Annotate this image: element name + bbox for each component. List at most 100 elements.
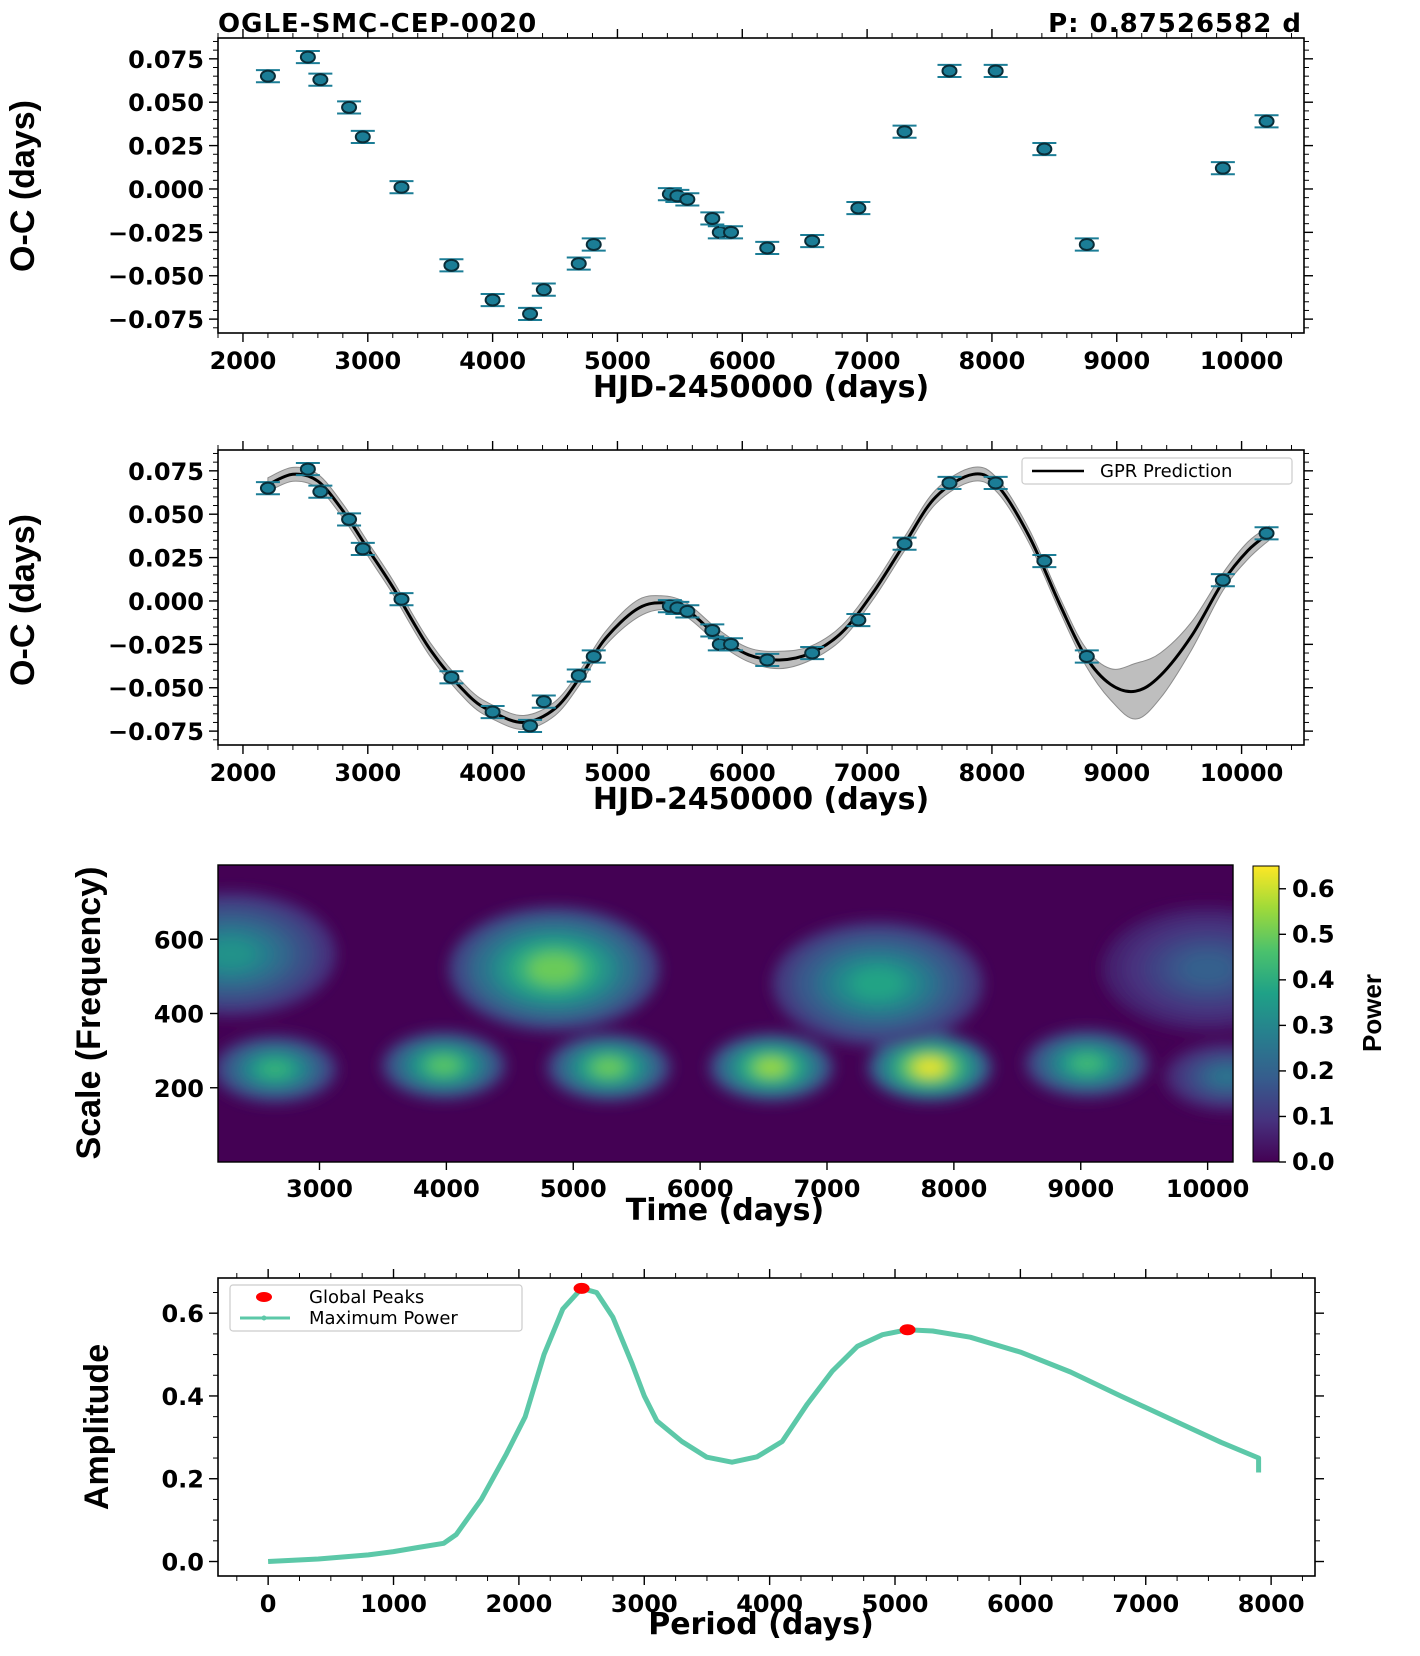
data-point: [1258, 114, 1275, 128]
y-tick-label: 0.075: [128, 46, 204, 74]
data-point: [484, 705, 501, 719]
wavelet-heatmap: [218, 892, 1233, 1111]
x-tick-label: 8000: [1238, 1590, 1305, 1618]
colorbar-tick-label: 0.4: [1292, 966, 1335, 994]
x-tick-label: 8000: [959, 347, 1026, 375]
data-point: [1214, 573, 1231, 587]
heatmap-contour: [755, 1058, 787, 1076]
data-point: [723, 225, 740, 239]
x-tick-label: 5000: [584, 347, 651, 375]
y-tick-label: 200: [154, 1075, 204, 1103]
heatmap-contour: [914, 1058, 946, 1076]
oc-axis-ticks: 2000 3000 4000 5000 6000 7000 8000 9000 10000 0.0…: [108, 29, 1313, 375]
spectrum-panel: 0 1000 2000 3000 4000 5000 6000 7000 8000 0.0 0.2 0…: [78, 1269, 1324, 1642]
x-tick-label: 6000: [709, 759, 776, 787]
data-point: [896, 537, 913, 551]
spectrum-y-axis-title: Amplitude: [78, 1344, 116, 1510]
data-point: [896, 125, 913, 139]
x-tick-label: 9000: [1083, 759, 1150, 787]
x-tick-label: 10000: [1166, 1175, 1250, 1203]
data-point: [570, 257, 587, 271]
data-point: [443, 670, 460, 684]
legend-power-marker: [261, 1315, 267, 1321]
data-point: [804, 234, 821, 248]
star-name: OGLE-SMC-CEP-0020: [218, 9, 537, 39]
x-tick-label: 7000: [794, 1175, 861, 1203]
gpr-legend-box: [1021, 457, 1293, 485]
data-point: [341, 512, 358, 526]
x-tick-label: 7000: [834, 347, 901, 375]
heatmap-contour: [428, 1056, 460, 1074]
legend-peaks-label: Global Peaks: [309, 1287, 424, 1308]
x-tick-label: 4000: [736, 1590, 803, 1618]
legend-power-label: Maximum Power: [309, 1308, 458, 1329]
data-point: [522, 719, 539, 733]
data-point: [987, 64, 1004, 78]
data-point: [522, 307, 539, 321]
colorbar-title: Power: [1357, 974, 1387, 1052]
y-tick-label: −0.025: [108, 631, 204, 659]
legend-peak-swatch: [256, 1292, 272, 1302]
y-tick-label: 0.000: [128, 588, 204, 616]
x-tick-label: 3000: [334, 759, 401, 787]
gpr-data-points: [255, 462, 1279, 733]
x-tick-label: 6000: [987, 1590, 1054, 1618]
colorbar-tick-label: 0.2: [1292, 1057, 1335, 1085]
colorbar-ticks: 0.0 0.1 0.2 0.3 0.4 0.5 0.6: [1279, 875, 1335, 1176]
spectrum-x-axis-title: Period (days): [648, 1607, 874, 1642]
y-tick-label: 0.050: [128, 89, 204, 117]
data-point: [759, 653, 776, 667]
data-point: [484, 293, 501, 307]
data-point: [1036, 142, 1053, 156]
colorbar-tick-label: 0.5: [1292, 920, 1335, 948]
y-tick-label: 600: [154, 926, 204, 954]
y-tick-label: 400: [154, 1001, 204, 1029]
global-peak-marker: [899, 1324, 916, 1336]
x-tick-label: 3000: [611, 1590, 678, 1618]
data-point: [723, 637, 740, 651]
y-tick-label: 0.2: [161, 1466, 204, 1494]
x-tick-label: 8000: [959, 759, 1026, 787]
colorbar-tick-label: 0.0: [1292, 1148, 1335, 1176]
heatmap-contour: [218, 938, 257, 970]
gpr-x-axis-title: HJD-2450000 (days): [593, 782, 929, 817]
data-point: [299, 462, 316, 476]
gpr-y-axis-title: O-C (days): [4, 514, 42, 686]
data-point: [354, 130, 371, 144]
data-point: [299, 50, 316, 64]
data-point: [312, 485, 329, 499]
data-point: [850, 613, 867, 627]
y-tick-label: −0.050: [108, 675, 204, 703]
gpr-axis-ticks: 2000 3000 4000 5000 6000 7000 8000 9000 10000 0.0…: [108, 441, 1313, 787]
x-tick-label: 2000: [210, 759, 277, 787]
gpr-legend: GPR Prediction: [1021, 457, 1293, 485]
x-tick-label: 9000: [1047, 1175, 1114, 1203]
data-point: [341, 100, 358, 114]
data-point: [585, 238, 602, 251]
oc-y-axis-title: O-C (days): [4, 100, 42, 272]
y-tick-label: 0.025: [128, 545, 204, 573]
data-point: [941, 64, 958, 78]
oc-diagram-panel: 2000 3000 4000 5000 6000 7000 8000 9000 10000 0.0…: [4, 29, 1313, 405]
x-tick-label: 6000: [667, 1175, 734, 1203]
wavelet-y-axis-title: Scale (Frequency): [70, 867, 108, 1160]
data-point: [259, 69, 276, 83]
gpr-legend-label: GPR Prediction: [1100, 461, 1232, 482]
x-tick-label: 0: [260, 1590, 277, 1618]
y-tick-label: 0.000: [128, 176, 204, 204]
spectrum-legend: Global Peaks Maximum Power: [229, 1284, 523, 1332]
y-tick-label: −0.025: [108, 219, 204, 247]
data-point: [941, 476, 958, 490]
x-tick-label: 4000: [413, 1175, 480, 1203]
x-tick-label: 4000: [459, 347, 526, 375]
data-point: [535, 283, 552, 297]
global-peaks: [573, 1282, 916, 1336]
data-point: [804, 646, 821, 660]
wavelet-panel: 3000 4000 5000 6000 7000 8000 9000 10000 200 400 6…: [70, 864, 1387, 1228]
period-label: P: 0.87526582 d: [1048, 9, 1302, 39]
x-tick-label: 5000: [540, 1175, 607, 1203]
data-point: [679, 192, 696, 206]
data-point: [570, 669, 587, 683]
data-point: [1214, 161, 1231, 175]
data-point: [1258, 526, 1275, 540]
